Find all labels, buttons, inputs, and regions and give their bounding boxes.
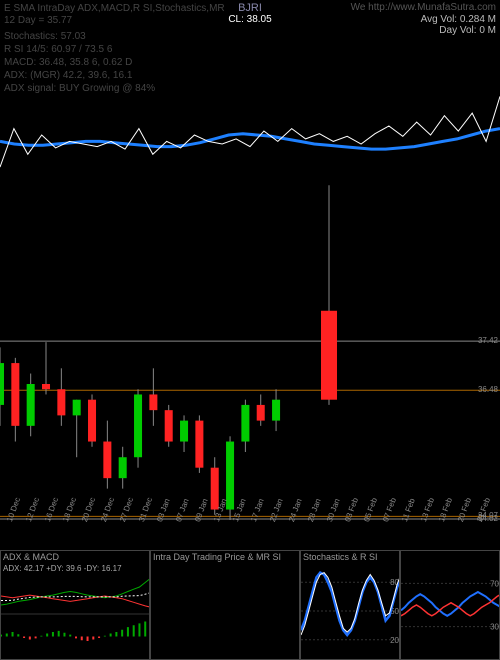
adx-chart [1, 569, 150, 659]
adx-title: ADX & MACD [1, 551, 149, 563]
svg-text:20: 20 [390, 636, 399, 645]
date-axis: 10 Dec12 Dec16 Dec18 Dec20 Dec24 Dec27 D… [0, 520, 500, 550]
volume-info: Avg Vol: 0.284 M Day Vol: 0 M [421, 14, 496, 36]
stochastics-panel: Stochastics & R SI 205080 [300, 550, 400, 660]
intraday-title: Intra Day Trading Price & MR SI [151, 551, 299, 563]
center-info: BJRI CL: 38.05 [228, 2, 271, 25]
bottom-panels: ADX & MACD ADX: 42.17 +DY: 39.6 -DY: 16.… [0, 550, 500, 660]
svg-text:30: 30 [490, 623, 499, 632]
stochastics-readout: Stochastics: 57.03 [4, 30, 155, 43]
period-label: 12 Day = 35.77 [4, 14, 72, 27]
header-block: E SMA IntraDay ADX,MACD,R SI,Stochastics… [0, 0, 500, 90]
watermark: We http://www.MunafaSutra.com [351, 2, 496, 13]
rsi-panel: 30 70 [400, 550, 500, 660]
adx-readout: ADX: (MGR) 42.2, 39.6, 16.1 [4, 69, 155, 82]
price-line-label: 36.48 [478, 385, 498, 394]
indicator-chart [0, 90, 500, 180]
indicator-panel [0, 90, 500, 180]
candlestick-chart [0, 180, 500, 520]
stoch-chart: 205080 [301, 563, 400, 659]
svg-text:70: 70 [490, 579, 499, 588]
close-label: CL: 38.05 [228, 14, 271, 25]
adx-subtitle: ADX: 42.17 +DY: 39.6 -DY: 16.17 [1, 563, 149, 574]
macd-readout: MACD: 36.48, 35.8 6, 0.62 D [4, 56, 155, 69]
intraday-panel: Intra Day Trading Price & MR SI [150, 550, 300, 660]
rsi-chart: 30 70 [401, 551, 500, 659]
adx-macd-panel: ADX & MACD ADX: 42.17 +DY: 39.6 -DY: 16.… [0, 550, 150, 660]
day-vol: Day Vol: 0 M [421, 25, 496, 36]
price-line-label: 37.42 [478, 336, 498, 345]
rsi-readout: R SI 14/5: 60.97 / 73.5 6 [4, 43, 155, 56]
main-chart-panel: 36.4837.4234.0734.02 [0, 180, 500, 520]
ticker-label: BJRI [228, 2, 271, 14]
indicator-readouts: Stochastics: 57.03 R SI 14/5: 60.97 / 73… [4, 30, 155, 95]
stoch-title: Stochastics & R SI [301, 551, 399, 563]
avg-vol: Avg Vol: 0.284 M [421, 14, 496, 25]
